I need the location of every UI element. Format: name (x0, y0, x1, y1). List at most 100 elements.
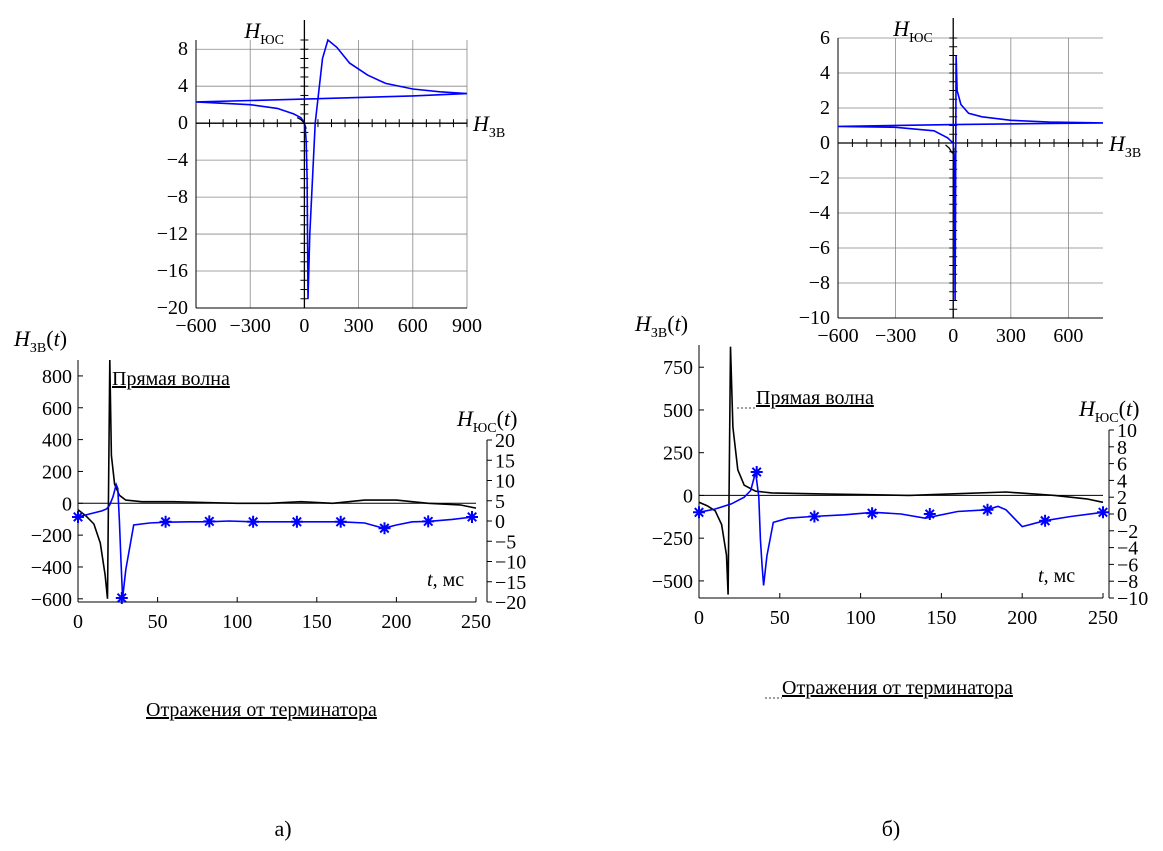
left-tick-label: 250 (663, 443, 693, 465)
series-marker (866, 507, 879, 520)
right-axis-title: HЮС(t) (456, 406, 517, 436)
panel-label: а) (274, 816, 291, 841)
right-tick-label: −5 (495, 531, 516, 553)
series-marker (72, 511, 84, 523)
series-marker (1097, 506, 1109, 519)
series-marker (378, 522, 391, 535)
series-marker (981, 503, 994, 516)
y-tick-label: −8 (167, 186, 188, 208)
y-tick-label: −4 (809, 202, 830, 224)
x-tick-label: 0 (948, 325, 958, 347)
left-tick-label: 0 (683, 485, 693, 507)
x-axis-label: HЗВ (472, 111, 505, 141)
x-tick-label: 300 (996, 325, 1026, 347)
series-marker (422, 515, 435, 528)
left-tick-label: −600 (31, 589, 72, 611)
series-marker (693, 506, 705, 519)
x-tick-label: 200 (1007, 607, 1037, 629)
annotation-reflections: Отражения от терминатора (782, 677, 1013, 699)
series-h-yus (698, 471, 1104, 586)
right-tick-label: −2 (1117, 521, 1138, 543)
left-tick-label: 200 (42, 461, 72, 483)
left-tick-label: 750 (663, 357, 693, 379)
x-tick-label: 0 (299, 315, 309, 337)
right-tick-label: 20 (495, 430, 515, 452)
right-axis-title: HЮС(t) (1078, 396, 1139, 426)
x-axis-label: HЗВ (1108, 131, 1141, 161)
left-axis-title: HЗВ(t) (634, 311, 688, 341)
left-axis-title: HЗВ(t) (13, 326, 67, 356)
series-marker (923, 508, 936, 520)
series-marker (334, 515, 347, 528)
right-tick-label: −20 (495, 592, 526, 614)
right-tick-label: −6 (1117, 554, 1138, 576)
panel-label: б) (882, 816, 901, 841)
x-tick-label: −300 (875, 325, 916, 347)
annotation-reflections: Отражения от терминатора (146, 699, 377, 721)
x-tick-label: 300 (344, 315, 374, 337)
phase-curve (945, 144, 955, 155)
right-tick-label: −4 (1117, 538, 1138, 560)
x-tick-label: 150 (926, 607, 956, 629)
x-tick-label: 100 (846, 607, 876, 629)
series-marker (466, 511, 478, 523)
right-tick-label: 10 (495, 471, 515, 493)
y-tick-label: −8 (809, 272, 830, 294)
left-tick-label: 600 (42, 398, 72, 420)
x-tick-label: 900 (452, 315, 482, 337)
y-tick-label: −10 (799, 307, 830, 329)
right-tick-label: 2 (1117, 487, 1127, 509)
annotation-direct-wave: Прямая волна (112, 368, 230, 390)
phase-curve (296, 117, 307, 129)
series-marker (115, 592, 128, 604)
right-tick-label: 0 (1117, 504, 1127, 526)
right-tick-label: −15 (495, 572, 526, 594)
right-tick-label: 4 (1117, 470, 1127, 492)
y-tick-label: −20 (157, 297, 188, 319)
series-marker (247, 515, 260, 528)
y-tick-label: −16 (157, 260, 188, 282)
x-tick-label: −600 (817, 325, 858, 347)
x-axis-title: t, мс (427, 569, 464, 591)
x-tick-label: 250 (1088, 607, 1118, 629)
x-tick-label: −600 (175, 315, 216, 337)
x-tick-label: 150 (302, 611, 332, 633)
y-tick-label: 0 (178, 112, 188, 134)
left-tick-label: −500 (652, 571, 693, 593)
x-tick-label: 0 (694, 607, 704, 629)
left-tick-label: 500 (663, 400, 693, 422)
right-tick-label: 5 (495, 491, 505, 513)
y-tick-label: 2 (820, 97, 830, 119)
x-tick-label: 0 (73, 611, 83, 633)
series-marker (290, 515, 303, 528)
y-tick-label: 8 (178, 38, 188, 60)
y-tick-label: −6 (809, 237, 830, 259)
x-tick-label: 600 (1053, 325, 1083, 347)
x-tick-label: 600 (398, 315, 428, 337)
right-tick-label: 0 (495, 511, 505, 533)
y-tick-label: 4 (178, 75, 188, 97)
right-tick-label: 15 (495, 450, 515, 472)
right-tick-label: −10 (495, 552, 526, 574)
x-tick-label: −300 (230, 315, 271, 337)
annotation-direct-wave: Прямая волна (756, 387, 874, 409)
right-tick-label: 10 (1117, 420, 1137, 442)
right-tick-label: −10 (1117, 588, 1148, 610)
series-h-zv (77, 359, 477, 599)
x-tick-label: 50 (148, 611, 168, 633)
left-tick-label: −250 (652, 528, 693, 550)
series-marker (203, 515, 216, 528)
x-axis-title: t, мс (1038, 565, 1075, 587)
x-tick-label: 250 (461, 611, 491, 633)
x-tick-label: 200 (381, 611, 411, 633)
y-axis-label: HЮС (892, 16, 933, 46)
left-tick-label: −400 (31, 557, 72, 579)
series-marker (750, 466, 763, 478)
x-tick-label: 50 (770, 607, 790, 629)
y-tick-label: 0 (820, 132, 830, 154)
series-marker (808, 510, 821, 523)
left-tick-label: 0 (62, 493, 72, 515)
phase-curve (837, 55, 1104, 301)
y-tick-label: 4 (820, 62, 830, 84)
